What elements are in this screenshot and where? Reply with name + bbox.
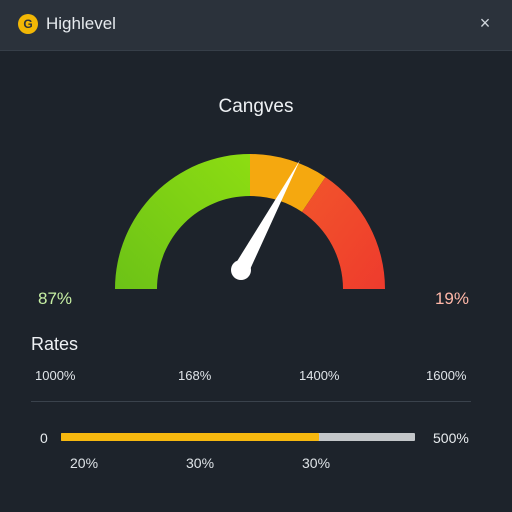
rate-progress-fill: [61, 433, 320, 441]
gauge-right-value: 19%: [434, 289, 469, 308]
gauge-title: Cangves: [218, 96, 294, 117]
gauge-segment-red: [302, 177, 385, 289]
gauge-needle-hub: [231, 260, 251, 280]
window-title: Highlevel: [46, 14, 116, 33]
scale-tick: 1400%: [299, 368, 340, 383]
rate-progress-bar[interactable]: [61, 433, 415, 441]
bottom-tick: 20%: [70, 455, 99, 471]
rates-label: Rates: [31, 334, 79, 354]
scale-tick: 168%: [178, 368, 212, 383]
rate-bar-start-label: 0: [40, 430, 48, 446]
bottom-tick: 30%: [302, 455, 331, 471]
bottom-tick: 30%: [186, 455, 215, 471]
scale-tick: 1600%: [426, 368, 467, 383]
gauge-needle: [233, 160, 300, 274]
scale-tick: 1000%: [35, 368, 76, 383]
app-logo-icon: G: [18, 14, 38, 34]
divider: [31, 401, 471, 402]
title-bar: G Highlevel ×: [0, 0, 512, 51]
close-icon[interactable]: ×: [479, 13, 491, 33]
gauge-left-value: 87%: [38, 289, 73, 308]
gauge-segment-green: [115, 154, 250, 289]
rate-bar-end-label: 500%: [433, 430, 469, 446]
